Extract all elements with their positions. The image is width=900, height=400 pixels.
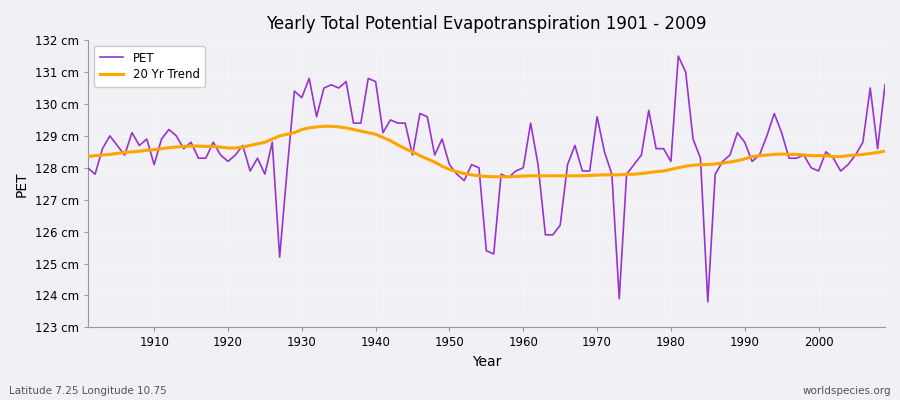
PET — [518, 166, 528, 170]
Line: 20 Yr Trend: 20 Yr Trend — [87, 126, 885, 177]
20 Yr Trend — [141, 148, 152, 153]
20 Yr Trend — [526, 173, 536, 178]
Legend: PET, 20 Yr Trend: PET, 20 Yr Trend — [94, 46, 205, 87]
Text: Latitude 7.25 Longitude 10.75: Latitude 7.25 Longitude 10.75 — [9, 386, 166, 396]
PET — [82, 166, 93, 170]
20 Yr Trend — [304, 126, 315, 130]
PET — [607, 172, 617, 176]
20 Yr Trend — [621, 172, 632, 176]
PET — [304, 76, 315, 81]
20 Yr Trend — [489, 174, 500, 179]
Title: Yearly Total Potential Evapotranspiration 1901 - 2009: Yearly Total Potential Evapotranspiratio… — [266, 15, 706, 33]
PET — [141, 137, 152, 142]
20 Yr Trend — [533, 173, 544, 178]
20 Yr Trend — [356, 129, 366, 134]
Line: PET: PET — [87, 56, 885, 302]
PET — [510, 168, 521, 173]
PET — [879, 82, 890, 87]
Text: worldspecies.org: worldspecies.org — [803, 386, 891, 396]
X-axis label: Year: Year — [472, 355, 501, 369]
20 Yr Trend — [879, 149, 890, 154]
PET — [702, 300, 713, 304]
PET — [348, 121, 359, 126]
Y-axis label: PET: PET — [15, 171, 29, 196]
PET — [673, 54, 684, 58]
20 Yr Trend — [82, 154, 93, 159]
20 Yr Trend — [319, 124, 329, 129]
